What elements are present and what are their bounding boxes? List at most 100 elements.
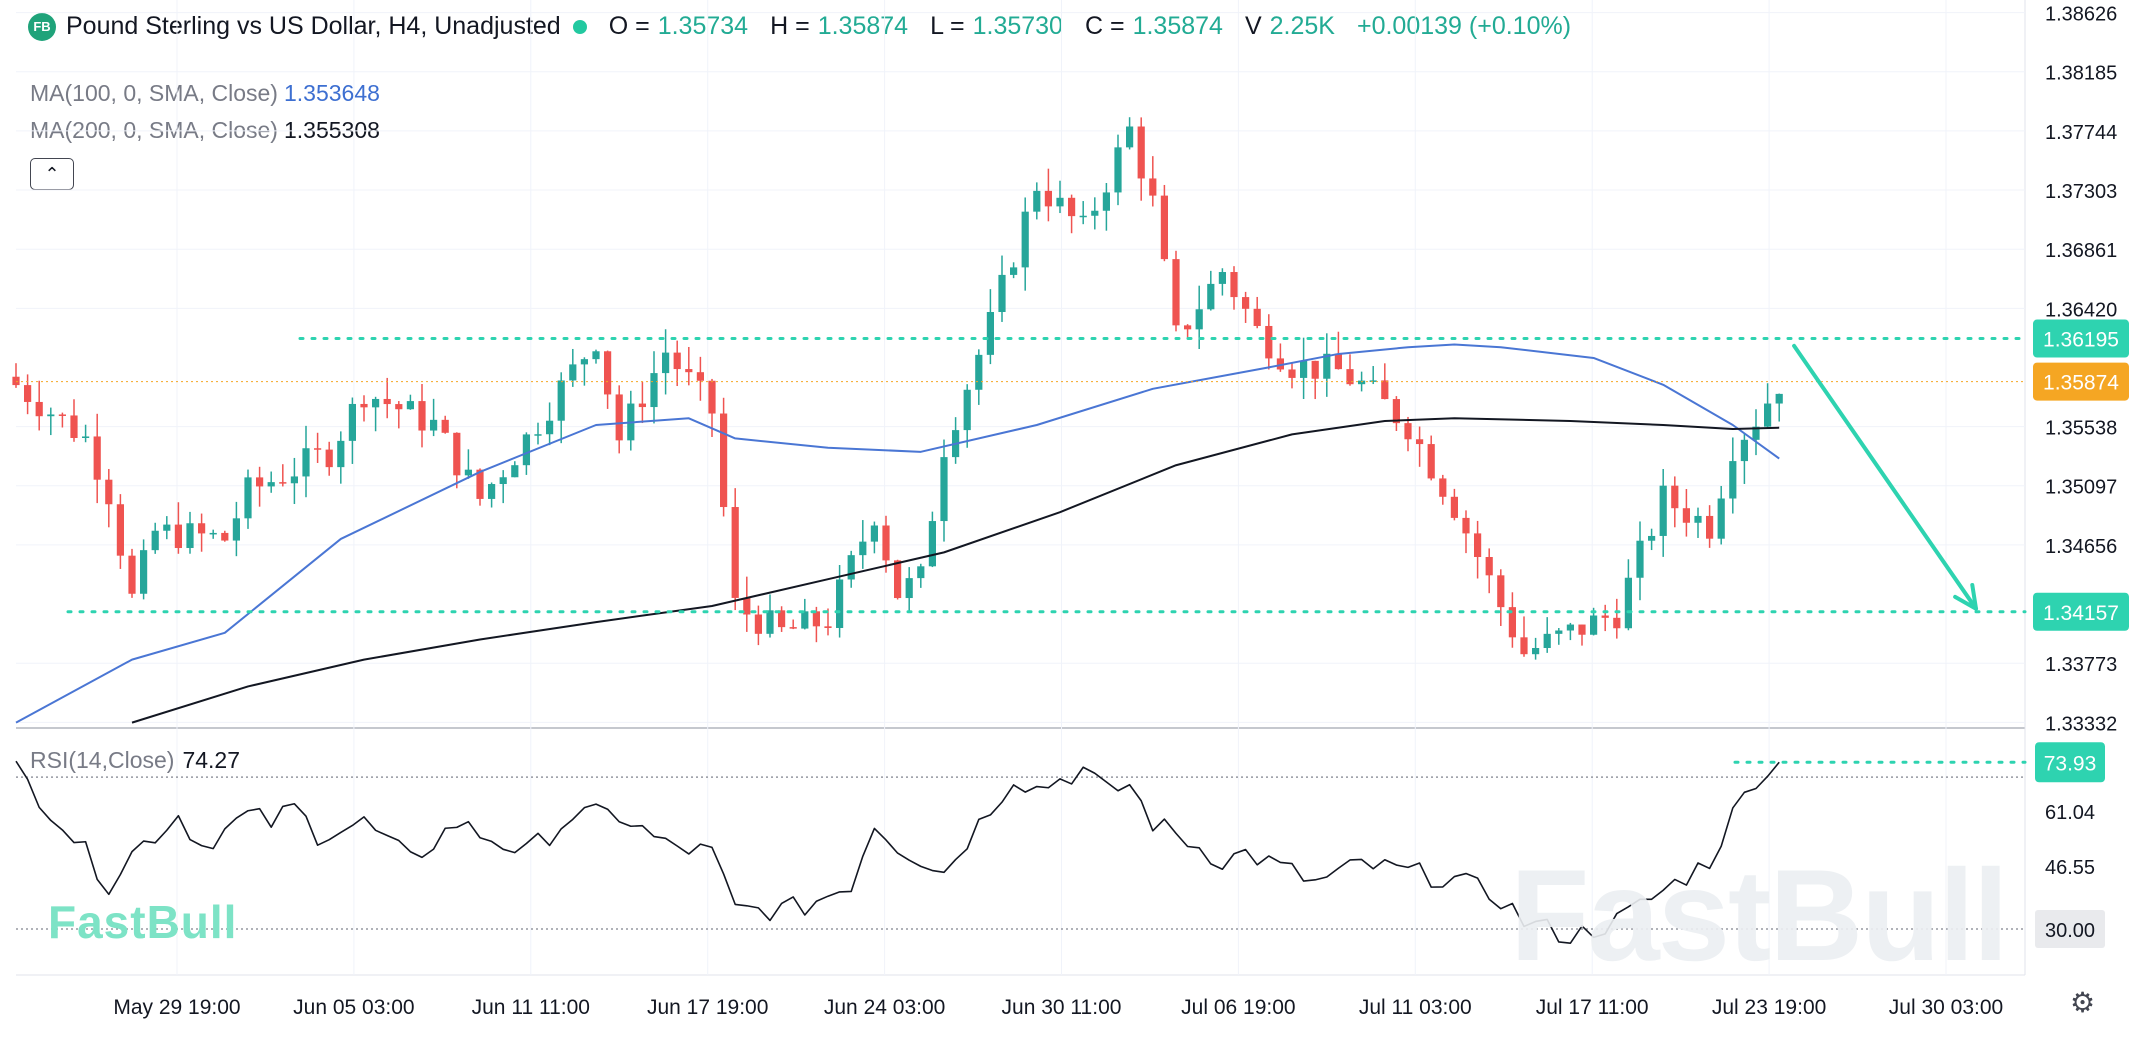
candle-down (1601, 615, 1609, 618)
support-price-tag: 1.34157 (2043, 602, 2119, 625)
candle-down (1427, 444, 1435, 479)
ma100-legend[interactable]: MA(100, 0, SMA, Close) 1.353648 (30, 80, 380, 107)
candle-up (82, 436, 90, 438)
candle-up (1729, 461, 1737, 499)
collapse-legend-button[interactable]: ⌃ (30, 158, 74, 190)
candle-down (894, 560, 902, 599)
time-tick-label: Jun 17 19:00 (647, 996, 768, 1019)
candle-up (372, 398, 380, 408)
time-tick-label: Jul 11 03:00 (1359, 996, 1472, 1019)
candle-up (1624, 577, 1632, 629)
rsi-tick-label: 30.00 (2045, 920, 2095, 942)
candle-down (70, 415, 78, 438)
candle-up (870, 525, 878, 542)
candle-up (267, 482, 275, 487)
resistance-price-tag-bg (2033, 319, 2129, 358)
candle-down (615, 394, 623, 441)
candle-down (1474, 533, 1482, 558)
candle-up (337, 440, 345, 468)
ma200-legend[interactable]: MA(200, 0, SMA, Close) 1.355308 (30, 117, 380, 144)
ma200-label: MA(200, 0, SMA, Close) (30, 117, 278, 143)
rsi-tick-label: 61.04 (2045, 802, 2095, 824)
candle-down (824, 626, 832, 629)
candle-down (314, 448, 322, 450)
candle-up (940, 457, 948, 522)
candle-down (1160, 195, 1168, 260)
last-price-tag-bg (2033, 362, 2129, 401)
candle-down (1404, 423, 1412, 440)
price-tick-label: 1.38185 (2045, 63, 2117, 85)
price-tick-label: 1.36861 (2045, 240, 2117, 262)
fastbull-logo-icon: FB (28, 12, 56, 41)
time-tick-label: May 29 19:00 (113, 996, 240, 1019)
candle-up (557, 380, 565, 421)
candle-down (105, 479, 113, 505)
candle-down (58, 414, 66, 416)
candle-down (279, 482, 287, 484)
candle-up (140, 550, 148, 594)
candle-down (325, 449, 333, 468)
candle-down (1671, 485, 1679, 509)
candle-down (1149, 178, 1157, 196)
candle-down (754, 614, 762, 634)
candle-up (151, 530, 159, 551)
candle-down (1392, 399, 1400, 424)
candle-down (1172, 259, 1180, 326)
candle-down (1450, 496, 1458, 518)
candle-down (1276, 358, 1284, 370)
low-key: L = (930, 12, 965, 40)
candle-up (847, 555, 855, 580)
candle-up (499, 477, 507, 485)
candle-up (290, 476, 298, 484)
candle-up (569, 364, 577, 381)
price-tick-label: 1.38626 (2045, 4, 2117, 26)
candle-up (1207, 283, 1215, 310)
last-price-tag: 1.35874 (2043, 372, 2119, 395)
ma100-label: MA(100, 0, SMA, Close) (30, 80, 278, 106)
candle-down (198, 523, 206, 534)
candle-up (917, 566, 925, 579)
candle-down (778, 610, 786, 628)
candle-up (1717, 498, 1725, 539)
rsi-value: 74.27 (182, 747, 240, 773)
price-tick-label: 1.33773 (2045, 654, 2117, 676)
candle-down (93, 436, 101, 480)
candle-down (1346, 369, 1354, 385)
candle-down (1497, 575, 1505, 608)
time-tick-label: Jun 05 03:00 (293, 996, 414, 1019)
time-tick-label: Jul 30 03:00 (1889, 996, 2003, 1019)
candle-up (1740, 439, 1748, 462)
ma200-line (131, 417, 1780, 724)
price-tick-label: 1.35097 (2045, 477, 2117, 499)
candle-down (453, 432, 461, 476)
settings-gear-icon[interactable]: ⚙ (2070, 987, 2096, 1018)
projection-arrow (1792, 343, 1978, 611)
candle-down (638, 403, 646, 408)
candle-down (1578, 624, 1586, 635)
candles-group (12, 117, 1783, 660)
symbol-title[interactable]: Pound Sterling vs US Dollar, H4, Unadjus… (66, 12, 561, 40)
candle-up (1532, 648, 1540, 655)
candle-up (430, 419, 438, 431)
close-value: 1.35874 (1132, 12, 1223, 40)
price-tick-label: 1.37744 (2045, 122, 2117, 144)
candle-down (685, 369, 693, 373)
candle-down (1265, 325, 1273, 359)
price-tick-label: 1.37303 (2045, 181, 2117, 203)
candle-up (1694, 515, 1702, 523)
candle-up (1102, 192, 1110, 211)
volume-value: 2.25K (1269, 12, 1335, 40)
candle-up (998, 274, 1006, 313)
low-value: 1.35730 (972, 12, 1063, 40)
candle-up (1126, 126, 1134, 148)
rsi-legend[interactable]: RSI(14,Close) 74.27 (30, 747, 240, 774)
candle-up (1300, 360, 1308, 378)
candle-down (441, 419, 449, 433)
candle-up (1033, 190, 1041, 212)
candle-down (673, 352, 681, 370)
candle-down (1230, 272, 1238, 298)
candle-down (383, 398, 391, 405)
candle-down (720, 413, 728, 508)
candle-up (963, 389, 971, 431)
